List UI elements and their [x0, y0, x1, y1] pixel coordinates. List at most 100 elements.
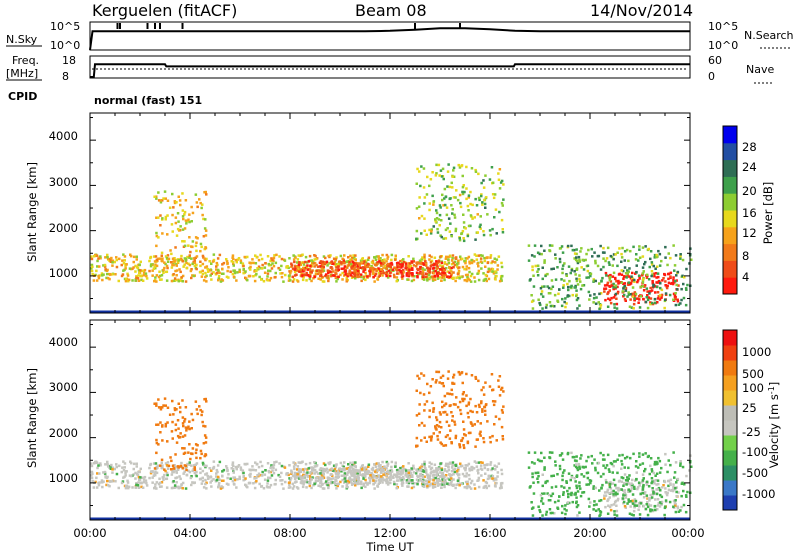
echo-cell [652, 490, 655, 494]
echo-cell [657, 486, 661, 490]
echo-cell [343, 270, 346, 273]
echo-cell [614, 493, 618, 496]
echo-cell [603, 497, 606, 500]
echo-cell [541, 502, 545, 505]
echo-cell [579, 250, 582, 253]
echo-cell [366, 469, 370, 473]
echo-cell [348, 274, 351, 277]
echo-cell [353, 268, 357, 271]
echo-cell [622, 293, 626, 297]
echo-cell [164, 215, 168, 219]
echo-cell [201, 272, 205, 276]
echo-cell [440, 235, 443, 239]
beam-title: Beam 08 [355, 1, 427, 20]
echo-cell [411, 481, 414, 485]
echo-cell [286, 472, 289, 475]
echo-cell [132, 260, 135, 264]
echo-cell [160, 274, 164, 277]
echo-cell [163, 190, 167, 193]
echo-cell [441, 471, 445, 475]
echo-cell [334, 268, 338, 272]
echo-cell [434, 476, 437, 480]
echo-cell [651, 489, 654, 492]
echo-cell [288, 270, 291, 273]
echo-cell [183, 434, 187, 437]
echo-cell [129, 460, 132, 463]
echo-cell [439, 376, 443, 379]
echo-cell [347, 471, 351, 474]
echo-cell [183, 464, 187, 467]
echo-cell [422, 278, 426, 281]
echo-cell [458, 237, 461, 240]
echo-cell [160, 485, 163, 488]
echo-cell [448, 482, 452, 486]
echo-cell [379, 469, 383, 472]
echo-cell [117, 486, 120, 490]
echo-cell [131, 279, 134, 282]
echo-cell [106, 276, 110, 280]
echo-cell [171, 213, 174, 217]
echo-cell [324, 463, 327, 467]
echo-cell [442, 476, 446, 479]
echo-cell [484, 206, 487, 209]
echo-cell [450, 388, 453, 392]
echo-cell [440, 219, 443, 222]
echo-cell [172, 467, 176, 470]
echo-cell [162, 478, 165, 481]
echo-cell [612, 478, 616, 482]
echo-cell [114, 273, 117, 276]
echo-cell [650, 468, 654, 471]
echo-cell [438, 174, 441, 177]
echo-cell [570, 474, 574, 478]
echo-cell [497, 172, 500, 175]
echo-cell [373, 274, 377, 277]
echo-cell [425, 440, 428, 443]
echo-cell [308, 484, 312, 488]
echo-cell [358, 482, 361, 485]
echo-cell [606, 453, 610, 457]
echo-cell [501, 204, 504, 207]
echo-cell [568, 294, 571, 298]
echo-cell [648, 292, 651, 295]
echo-cell [410, 279, 414, 283]
echo-cell [170, 459, 173, 463]
echo-cell [372, 482, 375, 486]
echo-cell [622, 484, 625, 487]
echo-cell [540, 499, 543, 503]
echo-cell [460, 275, 463, 279]
echo-cell [538, 301, 541, 305]
echo-cell [612, 253, 616, 256]
echo-cell [626, 295, 629, 298]
echo-cell [305, 279, 308, 282]
echo-cell [500, 201, 504, 205]
echo-cell [231, 461, 235, 464]
echo-cell [188, 220, 191, 224]
echo-cell [450, 273, 453, 276]
echo-cell [543, 285, 546, 288]
echo-cell [464, 259, 467, 263]
echo-cell [432, 203, 435, 206]
echo-cell [482, 279, 485, 282]
echo-cell [649, 297, 653, 300]
echo-cell [389, 274, 392, 278]
echo-cell [473, 276, 476, 279]
echo-cell [612, 282, 615, 286]
echo-cell [315, 476, 319, 480]
echo-cell [320, 473, 324, 477]
echo-cell [242, 471, 245, 475]
echo-cell [364, 271, 367, 275]
echo-cell [530, 254, 534, 257]
echo-cell [429, 471, 433, 475]
echo-cell [172, 480, 175, 483]
echo-cell [645, 494, 649, 497]
echo-cell [128, 267, 132, 270]
echo-cell [385, 474, 388, 477]
echo-cell [578, 304, 581, 307]
echo-cell [446, 482, 449, 485]
echo-cell [448, 230, 452, 233]
echo-cell [113, 467, 116, 471]
echo-cell [442, 204, 445, 207]
echo-cell [471, 203, 474, 207]
echo-cell [590, 454, 593, 458]
